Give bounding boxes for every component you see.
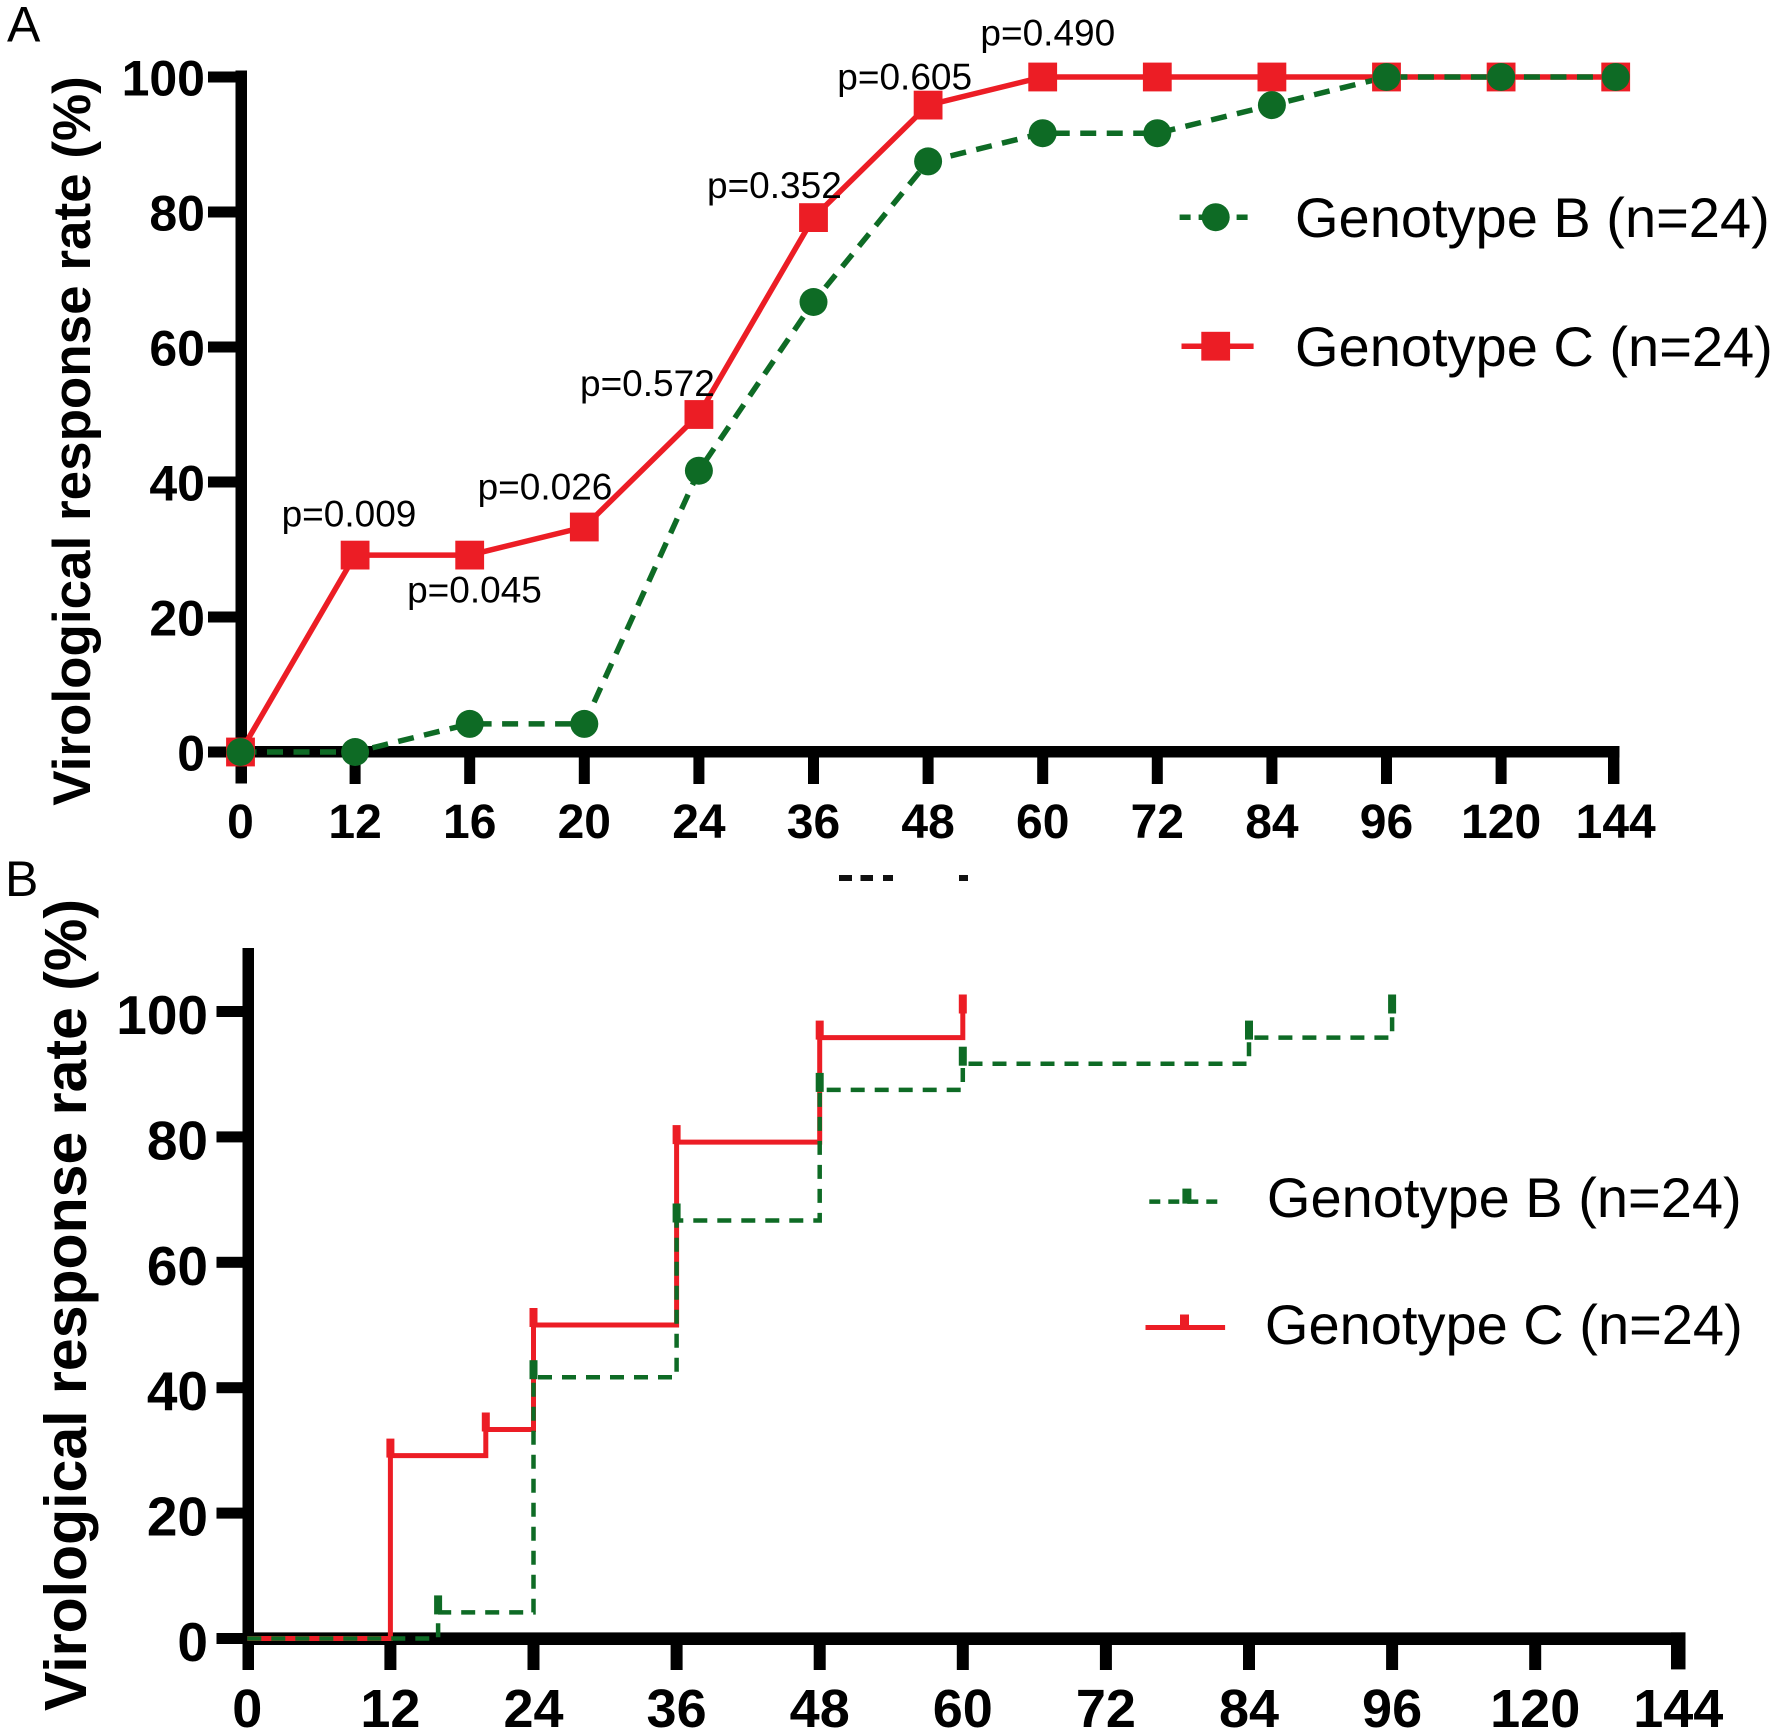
svg-text:36: 36 [787, 796, 840, 849]
svg-text:84: 84 [1245, 796, 1299, 849]
svg-text:40: 40 [149, 455, 205, 511]
svg-text:20: 20 [558, 796, 611, 849]
svg-text:144: 144 [1576, 796, 1656, 849]
svg-text:Genotype B (n=24): Genotype B (n=24) [1267, 1166, 1742, 1229]
svg-text:48: 48 [901, 796, 954, 849]
svg-text:48: 48 [790, 1679, 850, 1735]
svg-text:60: 60 [1016, 796, 1069, 849]
svg-text:96: 96 [1362, 1679, 1422, 1735]
svg-text:0: 0 [227, 796, 254, 849]
svg-text:p=0.026: p=0.026 [478, 466, 613, 507]
svg-text:96: 96 [1360, 796, 1413, 849]
svg-text:20: 20 [149, 590, 205, 646]
svg-text:Virological response rate (%): Virological response rate (%) [43, 76, 102, 805]
svg-text:72: 72 [1131, 796, 1184, 849]
svg-text:144: 144 [1633, 1679, 1723, 1735]
svg-text:16: 16 [443, 796, 496, 849]
svg-text:p=0.572: p=0.572 [580, 363, 715, 404]
svg-text:0: 0 [177, 1611, 208, 1673]
svg-text:p=0.045: p=0.045 [407, 569, 542, 610]
svg-text:80: 80 [147, 1109, 208, 1171]
svg-text:100: 100 [122, 50, 205, 106]
svg-text:24: 24 [503, 1679, 563, 1735]
svg-text:60: 60 [933, 1679, 993, 1735]
svg-text:B: B [5, 851, 38, 907]
svg-text:Genotype C (n=24): Genotype C (n=24) [1265, 1293, 1743, 1356]
svg-text:p=0.009: p=0.009 [282, 493, 417, 534]
svg-text:0: 0 [177, 725, 205, 781]
svg-text:120: 120 [1490, 1679, 1580, 1735]
svg-text:p=0.490: p=0.490 [980, 13, 1115, 54]
svg-text:p=0.352: p=0.352 [707, 165, 842, 206]
svg-text:20: 20 [147, 1486, 208, 1548]
svg-text:A: A [7, 0, 41, 53]
svg-text:Virological response rate (%): Virological response rate (%) [33, 899, 99, 1711]
svg-text:60: 60 [149, 320, 205, 376]
svg-text:60: 60 [147, 1235, 208, 1297]
svg-text:84: 84 [1219, 1679, 1279, 1735]
svg-text:100: 100 [116, 984, 208, 1046]
svg-text:120: 120 [1461, 796, 1541, 849]
svg-text:Genotype C (n=24): Genotype C (n=24) [1295, 315, 1772, 378]
svg-text:12: 12 [360, 1679, 420, 1735]
svg-text:p=0.605: p=0.605 [837, 57, 972, 98]
svg-text:72: 72 [1076, 1679, 1136, 1735]
svg-text:0: 0 [232, 1679, 262, 1735]
svg-text:24: 24 [672, 796, 726, 849]
svg-text:Genotype B (n=24): Genotype B (n=24) [1295, 186, 1770, 249]
svg-text:12: 12 [328, 796, 381, 849]
svg-text:36: 36 [647, 1679, 707, 1735]
svg-text:80: 80 [149, 185, 205, 241]
svg-text:40: 40 [147, 1360, 208, 1422]
